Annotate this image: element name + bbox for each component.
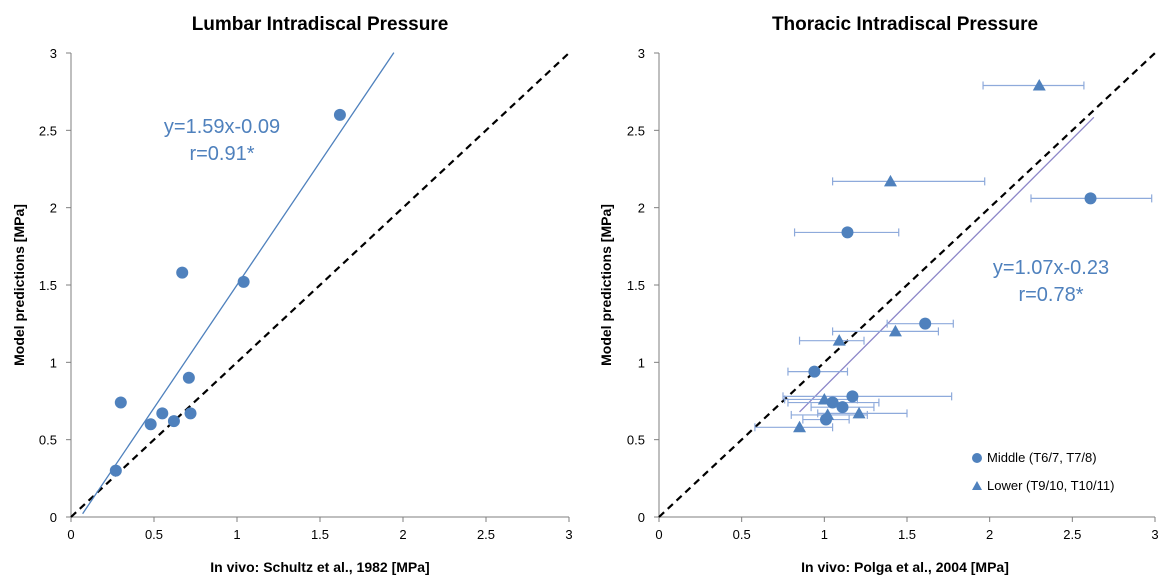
data-point-triangle	[832, 334, 846, 346]
legend-marker-circle	[972, 453, 982, 463]
x-tick-label: 0	[67, 527, 74, 542]
x-tick-label: 1	[233, 527, 240, 542]
x-tick-label: 1.5	[311, 527, 329, 542]
y-tick-label: 0.5	[627, 433, 645, 448]
lumbar-chart: Lumbar Intradiscal Pressure In vivo: Sch…	[11, 14, 573, 575]
data-point-circle	[184, 407, 197, 420]
x-tick-label: 3	[565, 527, 572, 542]
x-tick-label: 0.5	[733, 527, 751, 542]
data-point-circle	[841, 226, 854, 239]
x-axis-label: In vivo: Schultz et al., 1982 [MPa]	[210, 559, 429, 575]
data-point-triangle	[883, 174, 897, 187]
data-point-circle	[156, 407, 169, 420]
y-tick-label: 2	[638, 201, 645, 216]
chart-title: Lumbar Intradiscal Pressure	[192, 14, 449, 35]
data-point-triangle	[817, 392, 831, 405]
x-tick-label: 0	[655, 527, 662, 542]
y-tick-label: 0	[638, 510, 645, 525]
x-axis-label: In vivo: Polga et al., 2004 [MPa]	[801, 559, 1009, 575]
thoracic-plot-area: 0 0.5 1 1.5 2 2.5 3 0 0.5 1 1.5 2 2.5 3	[627, 46, 1159, 542]
legend-entry-lower: Lower (T9/10, T10/11)	[987, 478, 1114, 493]
y-tick-label: 2.5	[39, 123, 57, 138]
x-tick-label: 2	[986, 527, 993, 542]
regression-equation: y=1.59x-0.09	[164, 116, 280, 138]
data-point-circle	[144, 418, 157, 431]
correlation-coefficient: r=0.91*	[189, 143, 254, 165]
data-point-circle	[846, 390, 859, 403]
data-point-circle	[114, 396, 127, 409]
data-point-circle	[109, 464, 122, 477]
data-point-triangle	[821, 408, 835, 420]
thoracic-chart: Thoracic Intradiscal Pressure In vivo: P…	[598, 14, 1159, 575]
x-tick-label: 2.5	[477, 527, 495, 542]
data-point-circle	[237, 275, 250, 288]
data-point-triangle	[888, 324, 902, 337]
data-point-triangle	[1032, 78, 1046, 91]
x-tick-label: 1.5	[898, 527, 916, 542]
y-tick-label: 3	[638, 46, 645, 61]
data-point-circle	[808, 365, 821, 378]
data-point-circle	[182, 371, 195, 384]
y-tick-label: 1	[638, 355, 645, 370]
data-point-circle	[919, 317, 932, 330]
data-point-circle	[167, 415, 180, 428]
y-tick-label: 1.5	[39, 278, 57, 293]
y-tick-label: 0.5	[39, 433, 57, 448]
y-tick-label: 0	[50, 510, 57, 525]
x-tick-label: 2	[399, 527, 406, 542]
data-point-circle	[1084, 192, 1097, 205]
correlation-coefficient: r=0.78*	[1018, 284, 1083, 306]
y-tick-label: 3	[50, 46, 57, 61]
y-axis-label: Model predictions [MPa]	[11, 204, 27, 366]
data-point-triangle	[793, 420, 807, 433]
y-tick-label: 1.5	[627, 278, 645, 293]
y-tick-label: 2	[50, 201, 57, 216]
legend-entry-middle: Middle (T6/7, T7/8)	[987, 450, 1097, 465]
x-tick-label: 0.5	[145, 527, 163, 542]
y-axis-label: Model predictions [MPa]	[598, 204, 614, 366]
legend-marker-triangle	[972, 481, 982, 490]
x-tick-label: 1	[821, 527, 828, 542]
x-tick-label: 2.5	[1063, 527, 1081, 542]
x-tick-label: 3	[1151, 527, 1158, 542]
y-tick-label: 2.5	[627, 123, 645, 138]
regression-equation: y=1.07x-0.23	[993, 257, 1109, 279]
chart-title: Thoracic Intradiscal Pressure	[772, 14, 1038, 35]
data-point-circle	[826, 396, 839, 409]
identity-line	[658, 52, 1156, 518]
data-point-circle	[333, 108, 346, 121]
y-tick-label: 1	[50, 355, 57, 370]
regression-line	[799, 116, 1095, 413]
legend: Middle (T6/7, T7/8) Lower (T9/10, T10/11…	[972, 450, 1114, 493]
data-point-triangle	[852, 406, 866, 419]
data-point-circle	[176, 266, 189, 279]
identity-line	[70, 52, 570, 518]
data-point-circle	[836, 401, 849, 414]
lumbar-plot-area: 0 0.5 1 1.5 2 2.5 3 0 0.5 1 1.5 2 2.5 3	[39, 46, 573, 542]
